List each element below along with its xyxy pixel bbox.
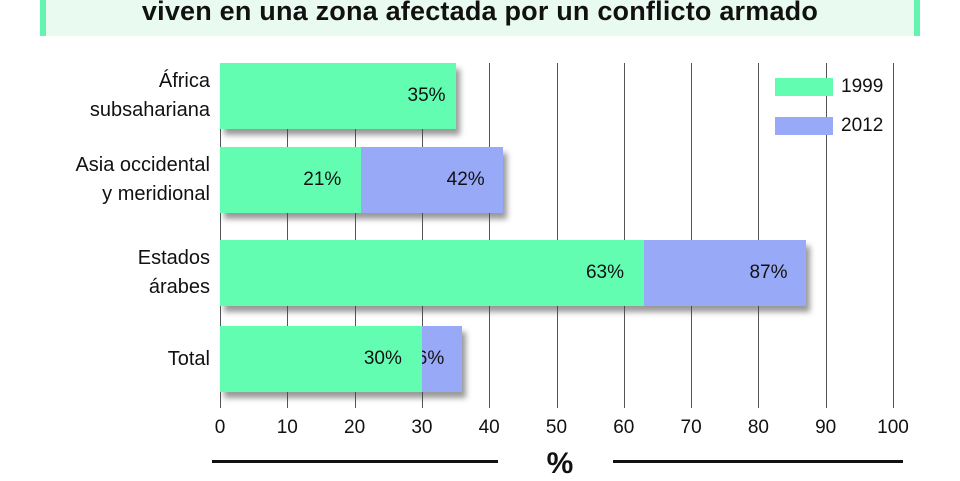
bar-label-2012: 42% — [446, 169, 485, 190]
tick-label: 20 — [344, 417, 366, 438]
category-label: Total — [167, 347, 210, 370]
gridline — [421, 63, 423, 408]
gridline — [220, 63, 221, 408]
gridline — [556, 63, 558, 408]
tick-label: 40 — [478, 417, 500, 438]
tick-label: 80 — [747, 417, 769, 438]
legend-swatch-1999 — [775, 78, 833, 96]
gridline — [623, 63, 625, 408]
gridline — [489, 63, 491, 408]
gridline — [354, 63, 356, 408]
legend-label-2012: 2012 — [841, 115, 884, 136]
category-label: Asia occidental y meridional — [75, 154, 210, 205]
bar-label-1999: 35% — [407, 85, 446, 106]
tick-label: 70 — [680, 417, 702, 438]
category-label: Estados árabes — [137, 247, 210, 298]
gridline — [758, 63, 760, 408]
gridline — [691, 63, 693, 408]
legend-label-1999: 1999 — [841, 76, 884, 97]
tick-label: 100 — [877, 417, 909, 438]
bar-label-2012: 87% — [749, 262, 788, 283]
bar-1999: 35% — [220, 63, 456, 129]
bar-label-1999: 30% — [363, 348, 402, 369]
axis-rule-right — [613, 460, 903, 463]
chart-title: viven en una zona afectada por un confli… — [141, 0, 819, 26]
bar-1999: 21% — [220, 147, 362, 213]
category-label: África subsahariana — [89, 70, 210, 121]
axis-rule-left — [212, 460, 498, 463]
bar-1999: 63% — [220, 240, 644, 306]
bar-label-1999: 21% — [303, 169, 342, 190]
gridline — [825, 63, 827, 408]
tick-label: 60 — [613, 417, 635, 438]
tick-label: 0 — [214, 417, 226, 438]
tick-label: 50 — [545, 417, 568, 438]
gridline — [287, 63, 289, 408]
tick-label: 10 — [276, 417, 298, 438]
x-axis-title: % — [546, 447, 574, 480]
bar-label-1999: 63% — [585, 262, 624, 283]
gridline — [893, 63, 894, 408]
legend-swatch-2012 — [775, 117, 833, 135]
bar-1999: 30% — [220, 326, 422, 392]
tick-label: 30 — [411, 417, 433, 438]
tick-label: 90 — [815, 417, 837, 438]
title-banner: viven en una zona afectada por un confli… — [40, 0, 920, 36]
